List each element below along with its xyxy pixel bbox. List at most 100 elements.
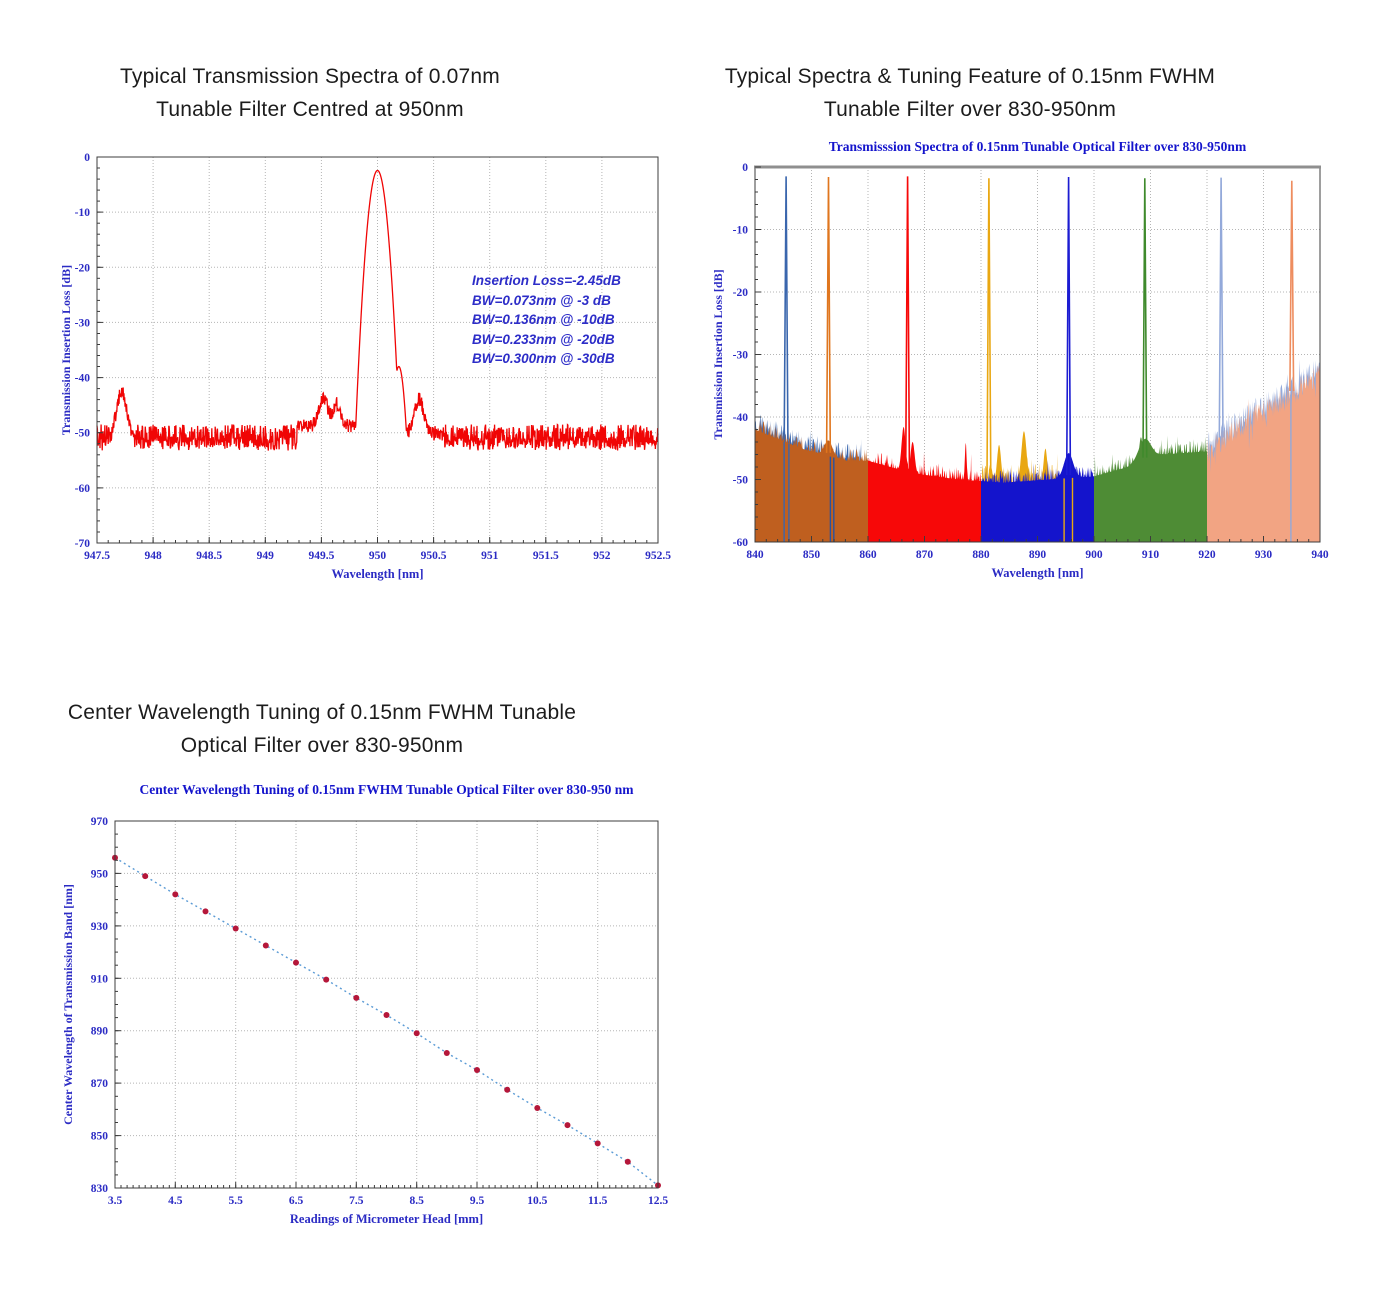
x-tick-label: 951	[481, 550, 499, 562]
y-tick-label: -60	[733, 537, 749, 549]
y-tick-label: 870	[91, 1078, 109, 1090]
chart1-annotation: Insertion Loss=-2.45dB BW=0.073nm @ -3 d…	[472, 271, 621, 369]
data-point	[232, 925, 239, 932]
x-tick-label: 840	[746, 549, 764, 561]
data-point	[293, 959, 299, 966]
trend-line	[114, 857, 659, 1186]
x-tick-label: 952.5	[645, 550, 671, 562]
y-tick-label: -20	[75, 262, 91, 274]
x-tick-label: 870	[916, 549, 934, 561]
axes-frame	[114, 820, 659, 1189]
x-axis-label: Wavelength [nm]	[331, 567, 423, 581]
y-axis-label: Center Wavelength of Transmission Band […	[61, 884, 75, 1125]
x-tick-label: 12.5	[648, 1195, 668, 1207]
y-tick-label: -10	[75, 207, 91, 219]
data-point	[353, 994, 360, 1001]
major-ticks	[754, 166, 1321, 543]
y-axis-label: Transmission Insertion Loss [dB]	[60, 265, 73, 435]
spectrum-trace	[96, 169, 659, 451]
x-tick-label: 6.5	[289, 1195, 304, 1207]
x-axis-label: Wavelength [nm]	[991, 566, 1083, 580]
center-wavelength-tuning-chart: 3.5 4.5 5.5 6.5 7.5 8.5 9.5 10.5 11.5 12.5 830 850 8…	[61, 782, 668, 1226]
annotation-line: BW=0.073nm @ -3 dB	[472, 292, 611, 308]
x-tick-label: 910	[1142, 549, 1160, 561]
y-tick-label: 850	[91, 1131, 109, 1143]
data-point	[474, 1067, 480, 1073]
y-tick-label: 0	[742, 162, 748, 174]
x-tick-label: 949	[257, 550, 275, 562]
data-point	[202, 908, 209, 915]
y-tick-label: -20	[733, 287, 749, 299]
x-tick-label: 850	[803, 549, 821, 561]
chart-title: Center Wavelength Tuning of 0.15nm FWHM …	[139, 782, 634, 797]
data-point	[624, 1158, 631, 1165]
major-ticks	[114, 820, 659, 1189]
annotation-line: Insertion Loss=-2.45dB	[472, 273, 621, 288]
filter-peak	[904, 176, 911, 469]
chart2-heading-line1: Typical Spectra & Tuning Feature of 0.15…	[724, 65, 1216, 88]
segment-fill	[868, 426, 981, 542]
y-tick-label: -60	[75, 483, 91, 495]
x-tick-label: 7.5	[349, 1195, 364, 1207]
tick-labels: 947.5 948 948.5 949 949.5 950 950.5 951 951.5 952…	[75, 152, 672, 562]
y-tick-label: 950	[91, 868, 109, 880]
x-tick-label: 952	[593, 550, 611, 562]
minor-ticks	[114, 820, 659, 1189]
filter-peak	[1218, 177, 1224, 438]
x-tick-label: 949.5	[308, 550, 334, 562]
segment-fill	[1094, 435, 1207, 542]
annotation-line: BW=0.300nm @ -30dB	[472, 351, 615, 366]
transmission-spectra-830-950nm-chart: 840 850 860 870 880 890 900 910 920 930 940 0 -10 -20…	[711, 139, 1329, 580]
chart1-heading: Typical Transmission Spectra of 0.07nm T…	[10, 60, 610, 126]
y-tick-label: -30	[733, 350, 749, 362]
x-tick-label: 930	[1255, 549, 1273, 561]
annotation-line: BW=0.233nm @ -20dB	[472, 331, 615, 347]
y-tick-label: -40	[75, 373, 91, 385]
data-point	[504, 1086, 511, 1093]
x-tick-label: 948.5	[196, 550, 222, 562]
data-point	[413, 1030, 420, 1037]
annotation-line: BW=0.136nm @ -10dB	[472, 312, 615, 327]
data-point	[142, 873, 149, 880]
transmission-spectra-950nm-chart: 947.5 948 948.5 949 949.5 950 950.5 951 951.5 952…	[60, 152, 672, 581]
tick-labels: 840 850 860 870 880 890 900 910 920 930 940 0 -10 -20…	[733, 162, 1329, 561]
x-tick-label: 900	[1085, 549, 1103, 561]
y-tick-label: -50	[733, 475, 749, 487]
chart1-heading-line1: Typical Transmission Spectra of 0.07nm	[120, 65, 500, 88]
x-tick-label: 9.5	[470, 1195, 485, 1207]
chart-title: Transmisssion Spectra of 0.15nm Tunable …	[829, 139, 1247, 154]
x-tick-label: 948	[144, 550, 162, 562]
x-tick-label: 947.5	[84, 550, 110, 562]
x-tick-label: 920	[1198, 549, 1216, 561]
chart3-heading-line1: Center Wavelength Tuning of 0.15nm FWHM …	[67, 701, 577, 724]
y-tick-label: 890	[91, 1026, 109, 1038]
filter-peak	[1289, 180, 1295, 392]
filter-peak	[1065, 176, 1072, 476]
x-tick-label: 950.5	[421, 550, 447, 562]
grid	[97, 157, 658, 543]
x-axis-label: Readings of Micrometer Head [mm]	[290, 1212, 483, 1226]
x-tick-label: 950	[369, 550, 387, 562]
major-ticks	[96, 156, 659, 544]
y-axis-label: Transmission Insertion Loss [dB]	[711, 269, 725, 439]
filter-peak	[1142, 178, 1148, 458]
data-point	[172, 891, 179, 898]
y-tick-label: -70	[75, 538, 91, 550]
y-tick-label: -50	[75, 428, 91, 440]
x-tick-label: 951.5	[533, 550, 559, 562]
x-tick-label: 880	[972, 549, 990, 561]
x-tick-label: 890	[1029, 549, 1047, 561]
x-tick-label: 8.5	[410, 1195, 425, 1207]
data-point	[534, 1105, 541, 1111]
chart3-heading: Center Wavelength Tuning of 0.15nm FWHM …	[22, 696, 622, 762]
segment-fill	[981, 453, 1094, 542]
data-point	[443, 1050, 450, 1056]
x-tick-label: 860	[859, 549, 877, 561]
y-tick-label: 970	[91, 816, 109, 828]
segment-fill	[1207, 363, 1320, 542]
x-tick-label: 10.5	[527, 1195, 547, 1207]
segment-fill	[755, 420, 868, 542]
x-tick-label: 4.5	[168, 1195, 183, 1207]
y-tick-label: 830	[91, 1183, 109, 1195]
data-point	[564, 1122, 571, 1129]
